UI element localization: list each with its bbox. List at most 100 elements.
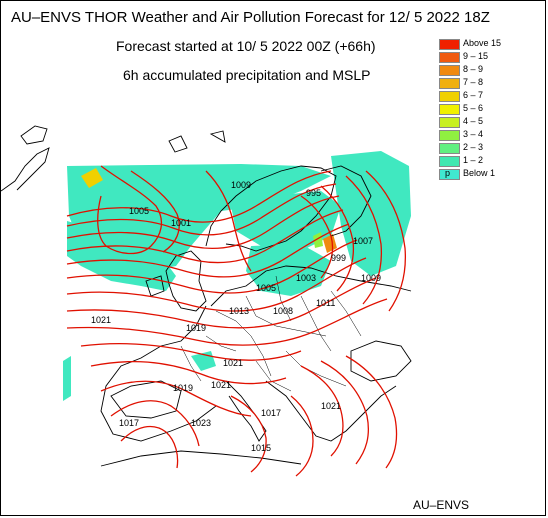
isobar-label: 1009: [231, 180, 251, 190]
precip-iberia-patch: [63, 356, 71, 401]
isobar-label: 1021: [321, 401, 341, 411]
isobar-label: 1013: [229, 306, 249, 316]
isobar-9: [66, 298, 388, 346]
precip-heavy-east: [323, 234, 337, 253]
coast-italy: [225, 380, 267, 442]
isobar-label: 1023: [191, 418, 211, 428]
isobar-13: [300, 195, 334, 279]
legend-item: p Below 1: [439, 168, 544, 180]
coast-north-africa: [100, 450, 302, 467]
coast-british-isles: [165, 250, 207, 312]
isobar-label: 1009: [361, 273, 381, 283]
coast-iceland: [20, 125, 48, 145]
isobar-label: 995: [306, 188, 321, 198]
isobar-label: 1007: [353, 236, 373, 246]
isobar-8: [66, 277, 377, 329]
precip-west-band: [67, 221, 176, 291]
coast-black-sea: [350, 340, 412, 382]
border-set-1: [215, 275, 362, 377]
legend-item: 9 – 15: [439, 51, 544, 63]
legend-label: 4 – 5: [463, 116, 484, 126]
legend-label: 7 – 8: [463, 77, 484, 87]
coast-svalbard: [168, 130, 226, 153]
isobar-21: [120, 425, 179, 469]
country-borders: [180, 275, 362, 392]
forecast-map: 1005 1001 1009 995 1007 999 1003 1005 10…: [1, 125, 413, 484]
legend-label: 5 – 6: [463, 103, 484, 113]
coast-norway-sweden: [205, 165, 337, 252]
legend-swatch: [439, 143, 460, 154]
legend-swatch: [439, 52, 460, 63]
isobar-label: 1008: [273, 306, 293, 316]
legend-swatch: [439, 104, 460, 115]
isobar-14: [320, 185, 355, 292]
isobar-15: [345, 175, 383, 305]
isobar-3: [66, 195, 340, 249]
isobar-labels: 1005 1001 1009 995 1007 999 1003 1005 10…: [91, 180, 381, 453]
isobar-label: 1021: [211, 380, 231, 390]
legend-label: 2 – 3: [463, 142, 484, 152]
legend-swatch: [439, 130, 460, 141]
legend-label: Above 15: [463, 38, 502, 48]
isobar-label: 1019: [173, 383, 193, 393]
isobar-18: [90, 360, 287, 385]
border-set-2: [180, 335, 347, 392]
isobar-26: [290, 395, 314, 477]
isobar-label: 1021: [91, 315, 111, 325]
precip-east: [331, 151, 411, 276]
footer-credit: AU–ENVS: [413, 498, 470, 512]
legend-swatch: [439, 156, 460, 167]
legend-item: 8 – 9: [439, 64, 544, 76]
isobars: [66, 165, 407, 477]
legend-swatch: [439, 65, 460, 76]
isobar-4: [66, 209, 344, 264]
legend-item: 3 – 4: [439, 129, 544, 141]
legend-label: 1 – 2: [463, 155, 484, 165]
legend-item: 6 – 7: [439, 90, 544, 102]
legend-swatch: [439, 91, 460, 102]
legend-item: 2 – 3: [439, 142, 544, 154]
isobar-7: [66, 257, 367, 312]
isobar-23: [320, 360, 370, 465]
precip-legend: Above 15 9 – 15 8 – 9 7 – 8 6 – 7 5 – 6 4 – 5 3…: [439, 38, 544, 189]
legend-swatch: [439, 39, 460, 50]
legend-item: 4 – 5: [439, 116, 544, 128]
isobar-label: 1005: [129, 206, 149, 216]
isobar-label: 1019: [186, 323, 206, 333]
isobar-label: 1011: [316, 298, 335, 308]
coast-finland: [320, 165, 372, 237]
legend-swatch: [439, 117, 460, 128]
isobar-1: [66, 170, 332, 223]
isobar-label: 1003: [296, 273, 316, 283]
isobar-label: 1021: [223, 358, 243, 368]
isobar-22: [300, 365, 344, 457]
isobar-10: [97, 165, 163, 255]
isobar-11: [130, 170, 180, 253]
legend-item: 5 – 6: [439, 103, 544, 115]
precip-moderate-east: [313, 232, 323, 248]
isobar-25: [230, 395, 267, 473]
forecast-title: AU–ENVS THOR Weather and Air Pollution F…: [11, 9, 490, 26]
precip-heavy-areas: [81, 168, 337, 253]
coast-balkans: [265, 380, 397, 442]
isobar-20: [110, 400, 200, 447]
legend-swatch: p: [439, 168, 460, 180]
isobar-label: 1017: [119, 418, 139, 428]
legend-label: 8 – 9: [463, 64, 484, 74]
legend-label: 6 – 7: [463, 90, 484, 100]
isobar-17: [80, 342, 302, 361]
isobar-label: 1015: [251, 443, 271, 453]
legend-marker: p: [445, 168, 451, 178]
coast-ireland: [145, 275, 165, 297]
isobar-5: [66, 223, 350, 278]
legend-label: 3 – 4: [463, 129, 484, 139]
isobar-16: [365, 170, 407, 312]
isobar-label: 1017: [261, 408, 281, 418]
isobar-6: [66, 239, 358, 294]
coastlines: [1, 125, 412, 467]
precip-poland: [246, 244, 331, 296]
coast-greenland: [1, 147, 50, 192]
isobar-19: [100, 380, 252, 417]
isobar-label: 1001: [171, 218, 191, 228]
